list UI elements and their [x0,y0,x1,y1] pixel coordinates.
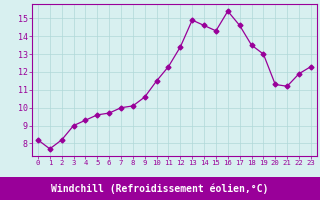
Text: Windchill (Refroidissement éolien,°C): Windchill (Refroidissement éolien,°C) [51,183,269,194]
